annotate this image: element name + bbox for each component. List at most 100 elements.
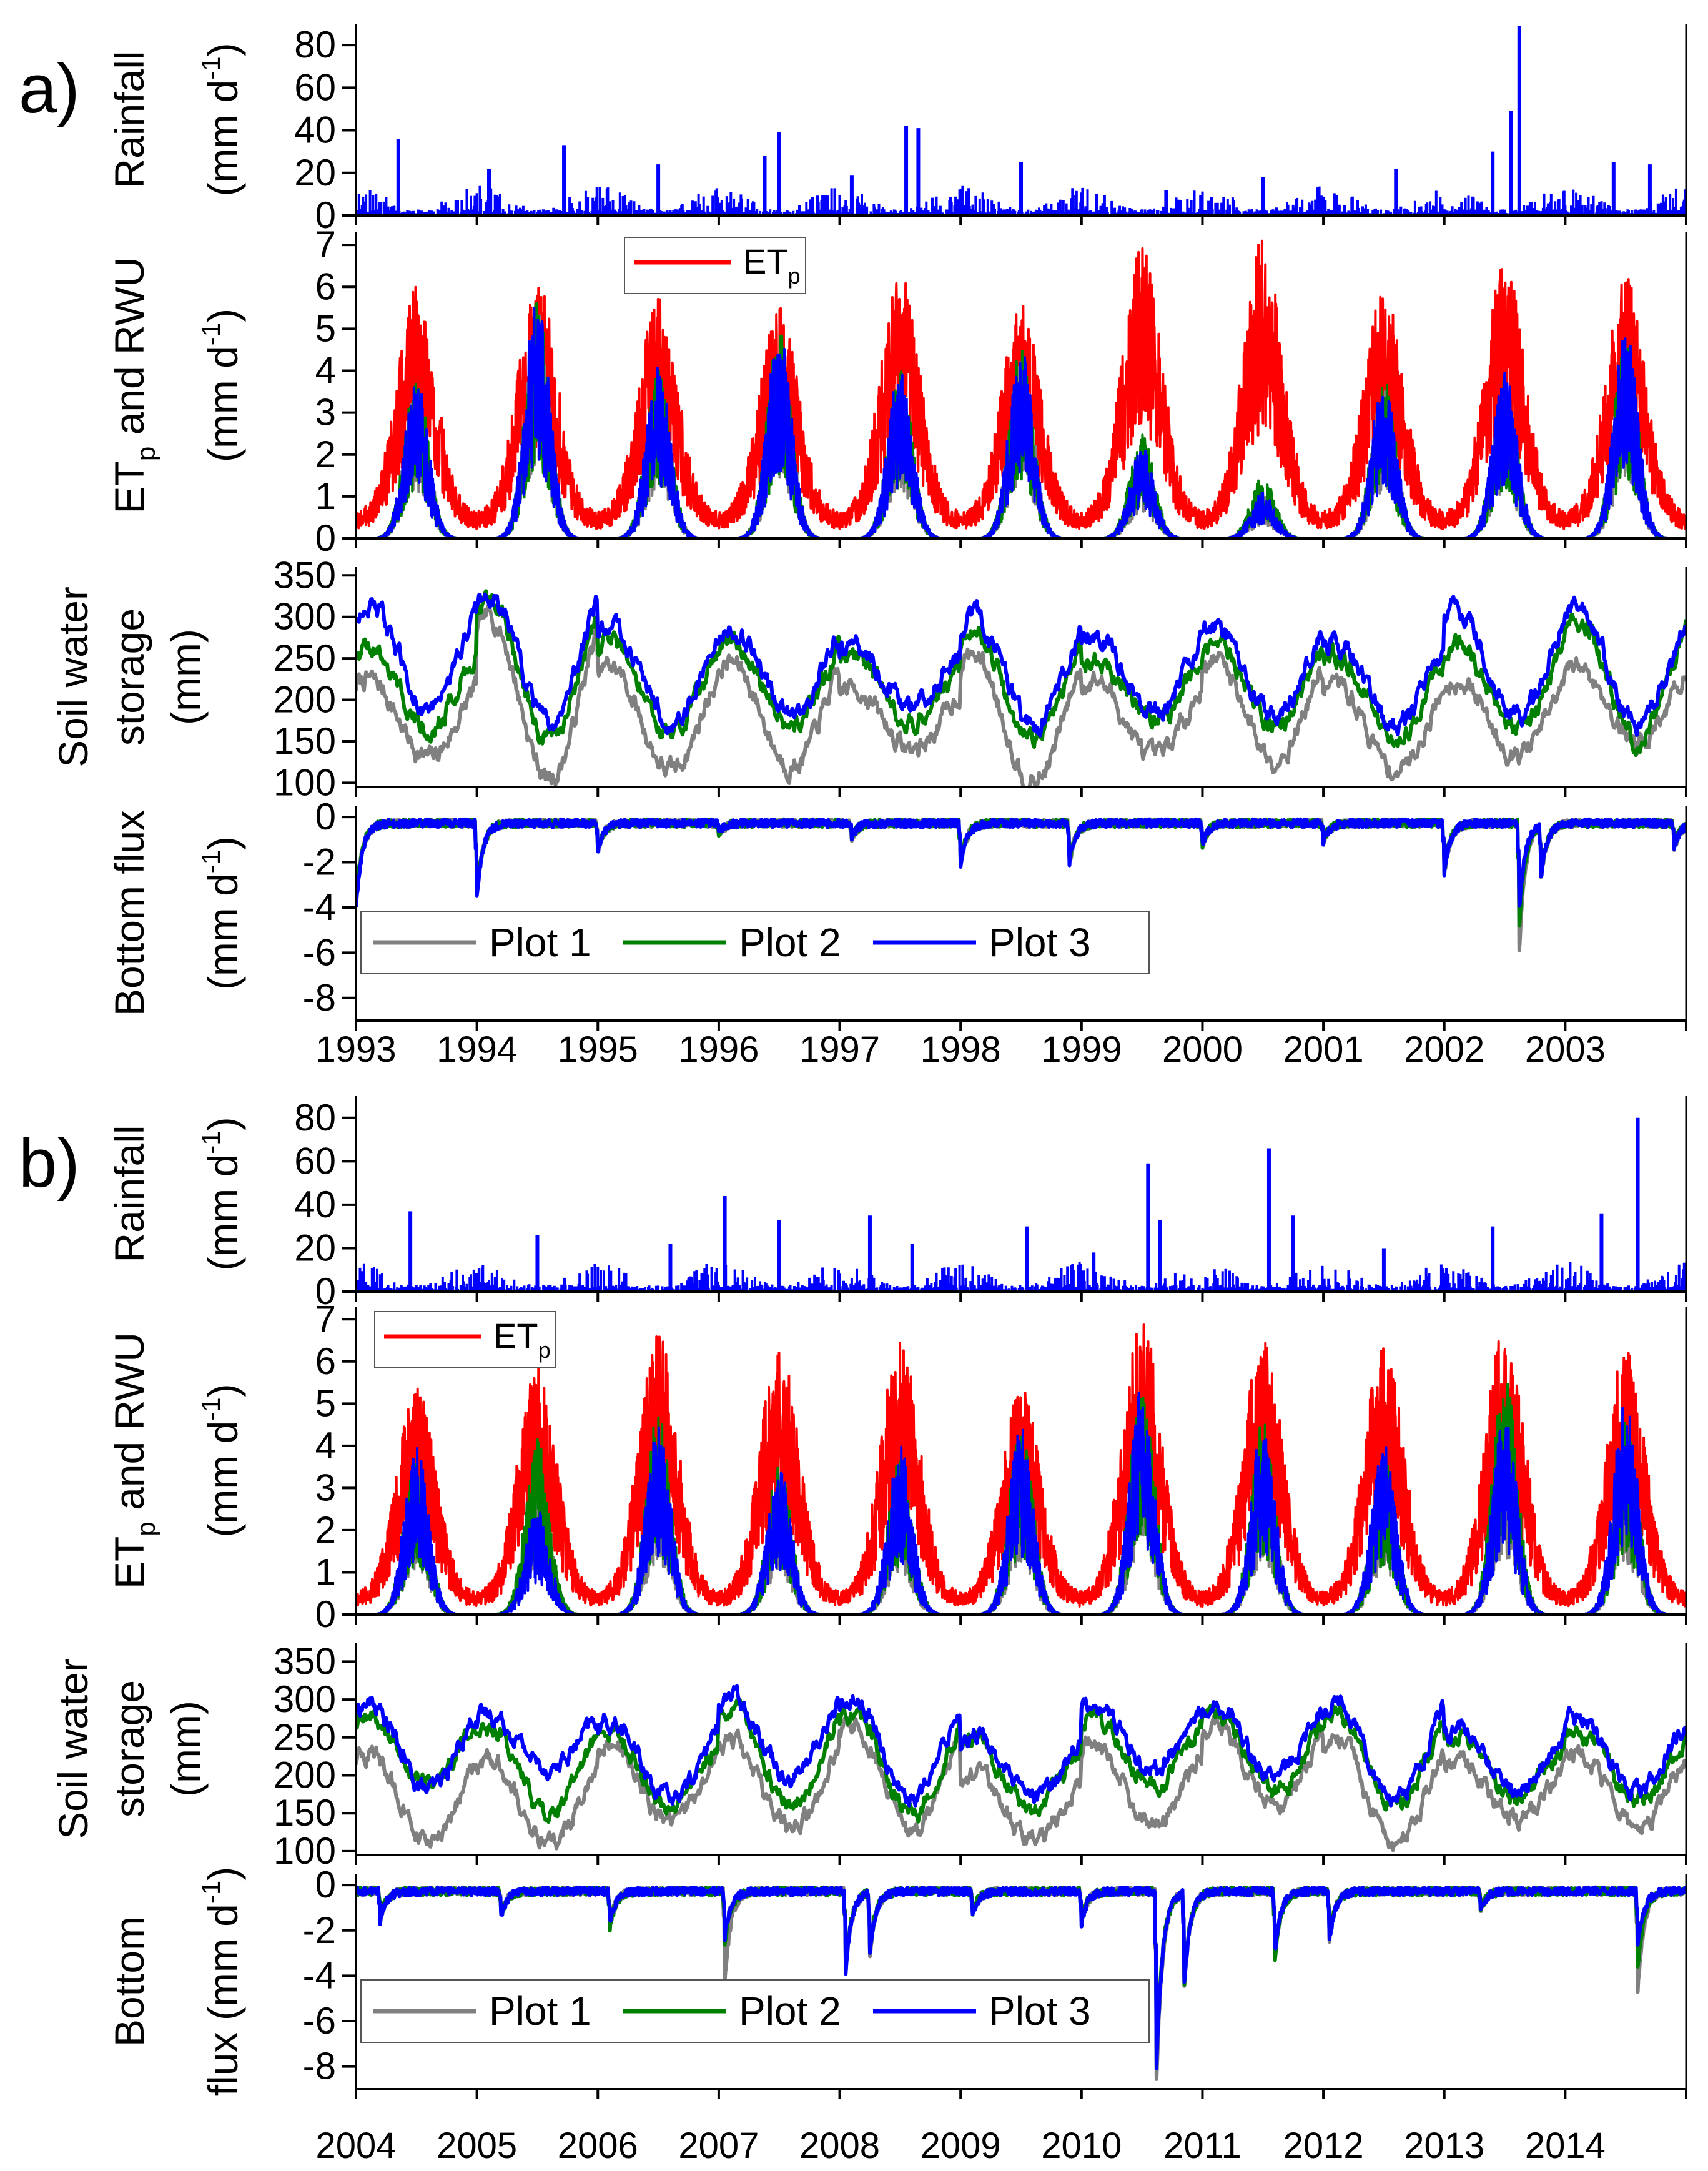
y-tick-label: 2: [315, 1509, 336, 1551]
series-plot-3: [356, 817, 1686, 908]
rainfall-plot-area: [356, 26, 1686, 215]
ylabel-storage-2: storage: [106, 608, 152, 746]
ylabel-storage-1: Soil water: [50, 1658, 96, 1839]
legend-etp: ETp: [624, 237, 806, 294]
ylabel-etp: ETp and RWU: [106, 1332, 160, 1589]
legend-label-plot-3: Plot 3: [989, 1989, 1091, 2034]
x-tick-label: 2006: [558, 2125, 638, 2166]
series-plot-1: [356, 605, 1686, 787]
ylabel-flux: Bottom: [106, 1916, 152, 2047]
y-tick-label: 5: [315, 307, 336, 349]
y-tick-label: 5: [315, 1382, 336, 1424]
chart-a: a)020406080012345671001502002503003500-2…: [19, 24, 1687, 1070]
y-tick-label: 60: [294, 66, 336, 108]
storage-plot-area: [356, 589, 1686, 787]
panel-label: a): [19, 51, 80, 127]
ylabel-storage-3: (mm): [162, 1701, 209, 1797]
x-tick-label: 2001: [1283, 1029, 1364, 1070]
flux-panel: 0-2-4-6-8: [303, 1864, 1687, 2099]
y-tick-label: -2: [303, 841, 336, 883]
x-tick-label: 2013: [1404, 2125, 1484, 2166]
ylabel-storage-3: (mm): [162, 629, 209, 725]
y-tick-label: 20: [294, 1227, 336, 1268]
x-tick-label: 1995: [558, 1029, 638, 1070]
y-tick-label: 150: [274, 720, 336, 762]
y-tick-label: 300: [274, 596, 336, 638]
x-tick-label: 2008: [799, 2125, 880, 2166]
y-tick-label: -2: [303, 1909, 336, 1951]
legend-etp: ETp: [374, 1311, 556, 1368]
legend-plots-box: [360, 1979, 1150, 2043]
x-tick-label: 2002: [1404, 1029, 1484, 1070]
x-tick-label: 2003: [1525, 1029, 1606, 1070]
x-tick-label: 2010: [1041, 2125, 1122, 2166]
legend-plots: Plot 1 Plot 2 Plot 3: [360, 911, 1150, 974]
y-tick-label: 3: [315, 392, 336, 433]
x-tick-label: 2000: [1162, 1029, 1243, 1070]
ylabel-rainfall: Rainfall: [106, 1125, 152, 1262]
x-tick-label: 2009: [921, 2125, 1001, 2166]
y-tick-label: 150: [274, 1792, 336, 1834]
y-tick-label: -8: [303, 977, 336, 1019]
y-tick-label: 4: [315, 350, 336, 392]
flux-panel: 0-2-4-6-8: [303, 796, 1687, 1031]
legend-etp-box: [624, 237, 806, 294]
x-tick-label: 2007: [678, 2125, 759, 2166]
legend-label-plot-3: Plot 3: [989, 920, 1091, 965]
series-plot-2: [356, 589, 1686, 758]
ylabel-flux-unit: flux (mm d-1): [196, 1867, 246, 2096]
x-tick-label: 2012: [1283, 2125, 1364, 2166]
y-tick-label: 40: [294, 1184, 336, 1225]
legend-plots-box: [360, 911, 1150, 974]
x-tick-label: 1993: [315, 1029, 396, 1070]
legend-plots: Plot 1 Plot 2 Plot 3: [360, 1979, 1150, 2043]
y-tick-label: 0: [315, 517, 336, 559]
x-tick-label: 2004: [315, 2125, 396, 2166]
y-tick-label: 40: [294, 109, 336, 151]
y-tick-label: 0: [315, 1864, 336, 1906]
flux-plot-area: [356, 1885, 1686, 2081]
rainfall-plot-area: [356, 1117, 1686, 1292]
panel-label: b): [19, 1125, 80, 1202]
ylabel-rainfall-unit: (mm d-1): [196, 1117, 246, 1270]
y-tick-label: -4: [303, 886, 336, 928]
x-tick-label: 1998: [921, 1029, 1001, 1070]
y-tick-label: 1: [315, 1551, 336, 1593]
y-tick-label: 0: [315, 796, 336, 838]
ylabel-flux-unit: (mm d-1): [196, 836, 246, 990]
y-tick-label: 3: [315, 1466, 336, 1508]
y-tick-label: 300: [274, 1678, 336, 1720]
ylabel-storage-2: storage: [106, 1680, 152, 1817]
x-tick-label: 1997: [799, 1029, 880, 1070]
ylabel-rainfall: Rainfall: [106, 51, 152, 188]
y-tick-label: -4: [303, 1954, 336, 1996]
y-tick-label: 250: [274, 637, 336, 679]
y-tick-label: 4: [315, 1425, 336, 1466]
x-tick-label: 2014: [1525, 2125, 1606, 2166]
ylabel-etp: ETp and RWU: [106, 257, 160, 514]
y-tick-label: 6: [315, 1340, 336, 1382]
y-tick-label: 7: [315, 1298, 336, 1340]
legend-label-plot-2: Plot 2: [739, 920, 841, 965]
y-tick-label: -6: [303, 2000, 336, 2042]
y-tick-label: 0: [315, 194, 336, 236]
legend-label-plot-1: Plot 1: [489, 1989, 591, 2034]
series-plot-3: [356, 592, 1686, 738]
flux-plot-area: [356, 817, 1686, 952]
storage-plot-area: [356, 1684, 1686, 1852]
ylabel-storage-1: Soil water: [50, 586, 96, 768]
y-tick-label: 100: [274, 1830, 336, 1872]
y-tick-label: 20: [294, 152, 336, 194]
ylabel-flux: Bottom flux: [106, 810, 152, 1016]
y-tick-label: 0: [315, 1593, 336, 1635]
y-tick-label: 350: [274, 554, 336, 596]
y-tick-label: -8: [303, 2045, 336, 2087]
ylabel-etp-unit: (mm d-1): [196, 309, 246, 462]
y-tick-label: 250: [274, 1716, 336, 1758]
ylabel-etp-unit: (mm d-1): [196, 1383, 246, 1537]
y-tick-label: -6: [303, 931, 336, 973]
